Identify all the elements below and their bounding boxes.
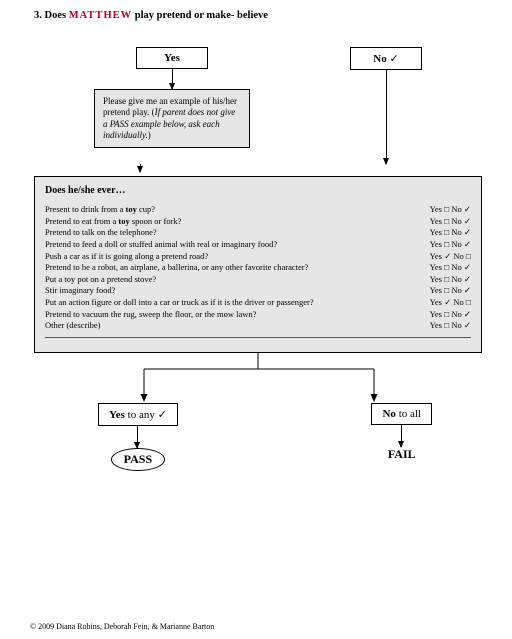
question-row: Pretend to feed a doll or stuffed animal… xyxy=(45,239,471,250)
question-row: Pretend to be a robot, an airplane, a ba… xyxy=(45,262,471,273)
arrow-example-to-big xyxy=(140,164,141,172)
arrow-to-fail xyxy=(401,425,402,447)
question-row: Put an action figure or doll into a car … xyxy=(45,297,471,308)
arrow-yes-to-example xyxy=(172,69,173,89)
no-to-all-box: No to all xyxy=(371,403,432,425)
question-text: Push a car as if it is going along a pre… xyxy=(45,251,430,262)
question-text: Stir imaginary food? xyxy=(45,285,430,296)
q-name-handwritten: MATTHEW xyxy=(69,10,132,21)
fail-label: FAIL xyxy=(388,447,416,461)
question-yn: Yes ✓ No □ xyxy=(430,251,471,262)
question-row: Stir imaginary food?Yes □ No ✓ xyxy=(45,285,471,296)
question-row: Pretend to eat from a toy spoon or fork?… xyxy=(45,216,471,227)
question-text: Present to drink from a toy cup? xyxy=(45,204,430,215)
question-row: Pretend to vacuum the rug, sweep the flo… xyxy=(45,309,471,320)
fail-outcome: FAIL xyxy=(388,447,416,462)
questions-divider xyxy=(45,337,471,338)
question-row: Push a car as if it is going along a pre… xyxy=(45,251,471,262)
no-all-column: No to all FAIL xyxy=(371,403,432,471)
example-close: ) xyxy=(148,130,151,140)
question-yn: Yes □ No ✓ xyxy=(430,320,471,331)
question-text: Other (describe) xyxy=(45,320,430,331)
top-no-label: No xyxy=(373,53,386,65)
arrow-no-to-big xyxy=(386,70,387,164)
outcome-branch-row: Yes to any ✓ PASS No to all FAIL xyxy=(34,403,482,471)
yes-any-check: ✓ xyxy=(158,409,167,421)
question-yn: Yes □ No ✓ xyxy=(430,239,471,250)
q-number: 3. xyxy=(34,10,42,21)
yes-any-rest: to any xyxy=(125,409,155,421)
no-all-bold: No xyxy=(382,408,395,420)
question-yn: Yes □ No ✓ xyxy=(430,216,471,227)
question-yn: Yes □ No ✓ xyxy=(430,309,471,320)
pass-label: PASS xyxy=(124,452,152,466)
yes-any-column: Yes to any ✓ PASS xyxy=(98,403,178,471)
question-text: Pretend to eat from a toy spoon or fork? xyxy=(45,216,430,227)
top-no-box: No ✓ xyxy=(350,47,422,70)
question-text: Pretend to talk on the telephone? xyxy=(45,227,430,238)
question-yn: Yes □ No ✓ xyxy=(430,262,471,273)
pass-outcome: PASS xyxy=(111,448,165,471)
question-text: Pretend to vacuum the rug, sweep the flo… xyxy=(45,309,430,320)
question-row: Present to drink from a toy cup?Yes □ No… xyxy=(45,204,471,215)
example-box: Please give me an example of his/her pre… xyxy=(94,89,250,148)
footer-copyright: © 2009 Diana Robins, Deborah Fein, & Mar… xyxy=(30,622,214,631)
yes-to-any-box: Yes to any ✓ xyxy=(98,403,178,426)
yes-column: Yes Please give me an example of his/her… xyxy=(94,47,250,164)
questions-list: Present to drink from a toy cup?Yes □ No… xyxy=(45,204,471,331)
yes-any-bold: Yes xyxy=(109,409,125,421)
questions-header: Does he/she ever… xyxy=(45,185,471,196)
question-row: Put a toy pot on a pretend stove?Yes □ N… xyxy=(45,274,471,285)
questions-box: Does he/she ever… Present to drink from … xyxy=(34,176,482,353)
no-column: No ✓ xyxy=(350,47,422,164)
question-yn: Yes ✓ No □ xyxy=(430,297,471,308)
top-no-check: ✓ xyxy=(389,53,398,65)
top-yes-box: Yes xyxy=(136,47,208,69)
question-yn: Yes □ No ✓ xyxy=(430,227,471,238)
top-yes-label: Yes xyxy=(164,52,180,64)
no-all-rest: to all xyxy=(396,408,421,420)
connector-svg xyxy=(34,353,482,403)
connector-region xyxy=(34,353,482,403)
q-prefix: Does xyxy=(45,10,67,21)
question-text: Put an action figure or doll into a car … xyxy=(45,297,430,308)
question-yn: Yes □ No ✓ xyxy=(430,204,471,215)
question-row: Other (describe)Yes □ No ✓ xyxy=(45,320,471,331)
arrow-example-to-big-wrap xyxy=(140,164,141,172)
arrow-to-pass xyxy=(137,426,138,448)
question-text: Put a toy pot on a pretend stove? xyxy=(45,274,430,285)
q-suffix: play pretend or make- believe xyxy=(135,10,268,21)
page: 3. Does MATTHEW play pretend or make- be… xyxy=(0,0,512,639)
question-yn: Yes □ No ✓ xyxy=(430,285,471,296)
question-text: Pretend to feed a doll or stuffed animal… xyxy=(45,239,430,250)
question-text: Pretend to be a robot, an airplane, a ba… xyxy=(45,262,430,273)
question-row: Pretend to talk on the telephone?Yes □ N… xyxy=(45,227,471,238)
question-line: 3. Does MATTHEW play pretend or make- be… xyxy=(34,10,482,21)
question-yn: Yes □ No ✓ xyxy=(430,274,471,285)
top-branch-row: Yes Please give me an example of his/her… xyxy=(34,47,482,164)
